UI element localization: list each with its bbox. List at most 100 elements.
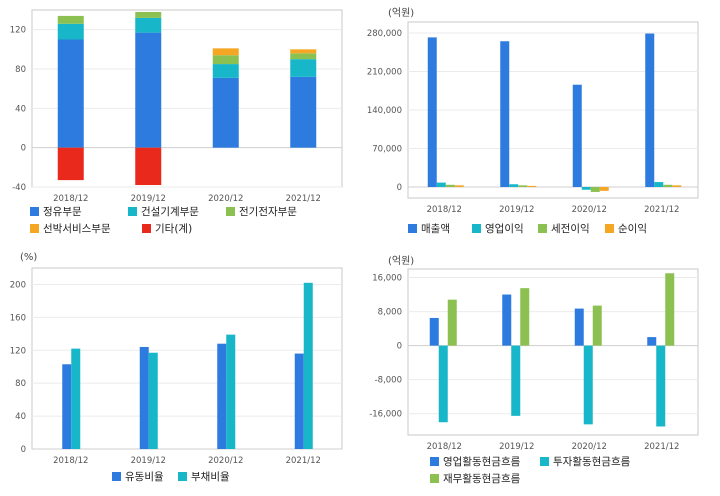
bar-income-0-1 [436, 182, 446, 187]
legend-item: 유동비율 [112, 469, 164, 484]
bar-income-3-1 [654, 182, 664, 187]
bar-segments-1 [135, 11, 162, 18]
bar-income-0-3 [454, 185, 464, 187]
bar-cashflow-3-2 [665, 273, 675, 346]
bar-income-3-2 [663, 184, 673, 187]
legend-swatch [540, 457, 549, 466]
legend-swatch [178, 472, 187, 481]
y-tick-label: 160 [10, 313, 26, 323]
x-tick-label: 2020/12 [572, 205, 607, 215]
y-tick-label: 40 [15, 412, 26, 422]
bar-cashflow-2-2 [592, 305, 602, 346]
chart-panel-cashflow: (억원) -16,000 -8,000 0 8,000 16,000 2018/12 201… [360, 248, 720, 496]
bar-income-0-2 [445, 184, 455, 187]
plot-frame [31, 267, 343, 450]
legend-item: 순이익 [605, 221, 647, 236]
chart-svg-ratios: 0 40 80 120 160 200 2018/12 2019/12 2020/12 2021/… [10, 267, 343, 466]
legend-item: 영업활동현금흐름 [430, 454, 520, 469]
x-tick-label: 2021/12 [286, 456, 321, 466]
legend-label: 순이익 [618, 223, 647, 235]
legend-label: 정유부문 [43, 206, 82, 218]
legend-item: 정유부문 [30, 204, 82, 219]
y-tick-label: 0 [397, 342, 402, 352]
y-tick-label: 0 [21, 445, 26, 455]
legend-label: 부채비율 [191, 471, 230, 483]
legend-item: 기타(계) [142, 221, 192, 236]
bar-ratios-3-0 [294, 353, 304, 449]
bar-ratios-3-1 [303, 282, 313, 449]
x-tick-label: 2019/12 [131, 194, 166, 204]
bar-ratios-0-0 [62, 364, 72, 449]
legend-item: 건설기계부문 [128, 204, 199, 219]
bar-income-2-1 [581, 187, 591, 190]
bar-cashflow-2-1 [583, 345, 593, 425]
bar-segments-1 [135, 32, 162, 148]
x-tick-label: 2020/12 [572, 442, 607, 452]
legend-label: 선박서비스부문 [43, 223, 111, 235]
bar-cashflow-0-1 [438, 345, 448, 423]
legend-swatch [408, 224, 417, 233]
bar-cashflow-0-0 [429, 317, 439, 346]
x-tick-label: 2021/12 [286, 194, 321, 204]
y-tick-label: 280,000 [367, 29, 402, 39]
chart-svg-cashflow: -16,000 -8,000 0 8,000 16,000 2018/12 2019/12 2… [369, 268, 699, 452]
legend-swatch [30, 224, 39, 233]
legend-label: 유동비율 [125, 471, 164, 483]
y-tick-label: 0 [397, 183, 402, 193]
legend-label: 기타(계) [155, 223, 193, 235]
bar-segments-0 [57, 147, 84, 181]
bar-segments-3 [290, 49, 317, 54]
legend-item: 재무활동현금흐름 [430, 471, 520, 486]
bar-ratios-2-0 [217, 343, 227, 449]
y-tick-label: 0 [21, 144, 26, 154]
bar-income-0-0 [427, 37, 437, 188]
bar-income-2-2 [590, 187, 600, 192]
bar-cashflow-1-0 [502, 294, 512, 346]
legend-label: 전기전자부문 [239, 206, 297, 218]
bar-income-1-2 [518, 185, 528, 187]
chart-panel-income: (억원) 0 70,000 140,000 210,000 280,000 2018/12… [360, 0, 720, 248]
bar-cashflow-2-0 [574, 308, 584, 346]
x-tick-label: 2018/12 [53, 456, 88, 466]
legend-swatch [472, 224, 481, 233]
bar-ratios-2-1 [226, 334, 236, 449]
legend-item: 투자활동현금흐름 [540, 454, 630, 469]
legend-item: 세전이익 [538, 221, 590, 236]
legend-label: 영업활동현금흐름 [443, 456, 521, 468]
unit-label-cashflow: (억원) [388, 256, 415, 267]
legend-item: 부채비율 [178, 469, 230, 484]
bar-cashflow-3-0 [647, 337, 657, 346]
y-tick-label: 120 [10, 26, 26, 36]
bar-segments-2 [212, 77, 239, 148]
x-tick-label: 2020/12 [208, 194, 243, 204]
legend-item: 매출액 [408, 221, 450, 236]
y-tick-label: 120 [10, 346, 26, 356]
bar-cashflow-1-2 [520, 288, 530, 346]
y-tick-label: 80 [15, 65, 26, 75]
y-tick-label: 80 [15, 379, 26, 389]
bar-segments-0 [57, 39, 84, 148]
y-tick-label: -40 [12, 183, 26, 193]
legend-swatch [538, 224, 547, 233]
bar-segments-3 [290, 53, 317, 60]
chart-svg-income: 0 70,000 140,000 210,000 280,000 2018/12 2019/… [367, 21, 699, 215]
bar-segments-2 [212, 55, 239, 65]
chart-panel-ratios: (%) 0 40 80 120 160 200 2018/12 2019/12 2020/12 2… [0, 248, 360, 496]
y-tick-label: 210,000 [367, 68, 402, 78]
legend-swatch [605, 224, 614, 233]
bar-segments-3 [290, 59, 317, 77]
unit-label-ratios: (%) [20, 252, 38, 263]
chart-svg-segments: -40 0 40 80 120 2018/12 2019/12 2020/12 2021/12 [10, 9, 343, 204]
chart-panel-segments: -40 0 40 80 120 2018/12 2019/12 2020/12 2021/12 … [0, 0, 360, 248]
legend-label: 영업이익 [485, 223, 524, 235]
y-tick-label: 40 [15, 104, 26, 114]
legend-swatch [128, 207, 137, 216]
y-tick-label: 140,000 [367, 106, 402, 116]
y-tick-label: 70,000 [372, 145, 402, 155]
bar-ratios-1-1 [148, 352, 158, 449]
bar-income-2-0 [572, 84, 582, 187]
x-tick-label: 2019/12 [499, 442, 534, 452]
legend-label: 투자활동현금흐름 [553, 456, 631, 468]
y-tick-label: -16,000 [369, 410, 402, 420]
legend-swatch [142, 224, 151, 233]
